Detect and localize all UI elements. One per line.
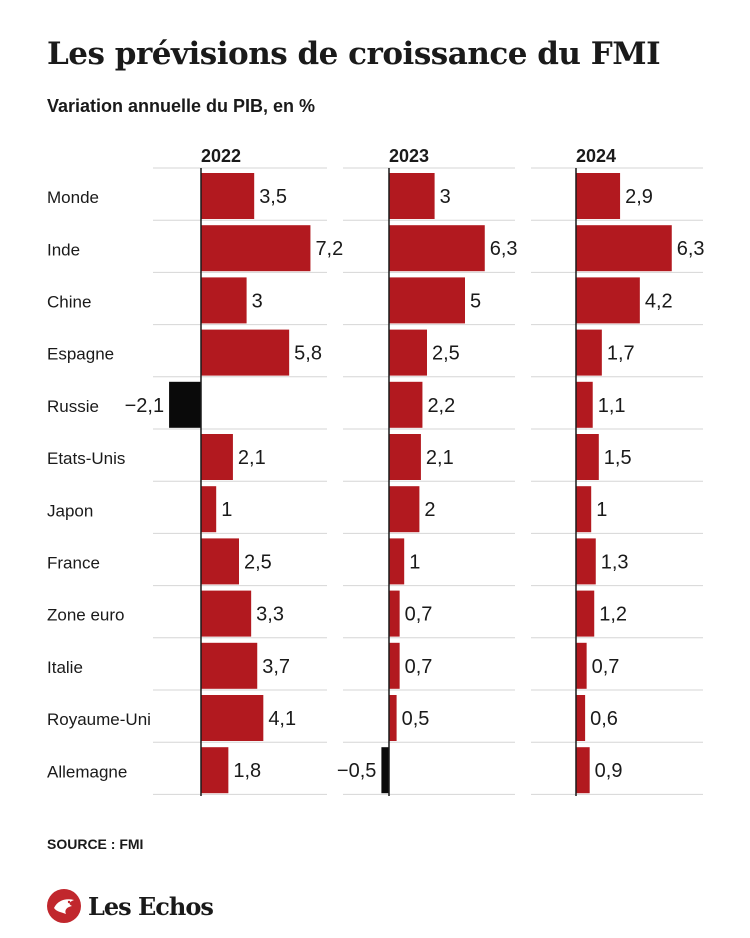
series-header: 2022 — [201, 146, 241, 166]
category-label: France — [47, 554, 100, 573]
chart-title: Les prévisions de croissance du FMI — [47, 36, 661, 72]
bar — [201, 486, 217, 533]
bar — [389, 329, 427, 376]
bar — [201, 590, 252, 637]
data-label: 0,5 — [402, 708, 430, 730]
data-label: 1,3 — [601, 551, 629, 573]
brand-logo: Les Echos — [46, 888, 214, 924]
bar — [201, 225, 311, 272]
bar — [576, 277, 640, 324]
bar — [389, 695, 397, 741]
data-label: 2,5 — [432, 343, 460, 365]
data-label: 6,3 — [677, 238, 705, 260]
bar — [389, 225, 485, 272]
data-label: 1,1 — [598, 395, 626, 417]
data-label: 5,8 — [294, 343, 322, 365]
series-header: 2023 — [389, 146, 429, 166]
category-label: Chine — [47, 293, 91, 312]
category-label: Japon — [47, 501, 93, 520]
brand-name: Les Echos — [88, 891, 214, 921]
bar — [201, 277, 247, 324]
data-label: 2,1 — [426, 447, 454, 469]
bar — [576, 434, 599, 480]
les-echos-logo-icon — [47, 889, 81, 923]
bar — [389, 434, 421, 480]
bar — [389, 642, 400, 689]
data-label: 1 — [409, 551, 420, 573]
category-label: Etats-Unis — [47, 449, 125, 468]
bar — [389, 590, 400, 637]
bar — [389, 486, 420, 533]
bar — [576, 329, 602, 376]
bar — [576, 590, 595, 637]
bar — [201, 747, 229, 794]
data-label: −0,5 — [337, 760, 376, 782]
bar — [576, 173, 621, 219]
data-label: 2,5 — [244, 551, 272, 573]
category-label: Allemagne — [47, 762, 127, 781]
bar — [201, 173, 255, 219]
bar — [576, 747, 590, 794]
data-label: 3,5 — [259, 186, 287, 208]
bar — [576, 381, 593, 428]
data-label: 2,1 — [238, 447, 266, 469]
data-label: 1 — [596, 499, 607, 521]
data-label: 0,7 — [405, 656, 433, 678]
bar — [389, 381, 423, 428]
data-label: 4,2 — [645, 290, 673, 312]
category-label: Inde — [47, 240, 80, 259]
data-label: 2,9 — [625, 186, 653, 208]
bar — [381, 747, 389, 794]
data-label: 0,7 — [405, 604, 433, 626]
bar — [201, 695, 264, 741]
data-label: 0,6 — [590, 708, 618, 730]
category-label: Russie — [47, 397, 99, 416]
data-label: 0,7 — [592, 656, 620, 678]
chart-subtitle: Variation annuelle du PIB, en % — [47, 96, 316, 116]
bar — [576, 486, 592, 533]
bar — [389, 173, 435, 219]
data-label: 3,7 — [262, 656, 290, 678]
data-label: −2,1 — [125, 395, 164, 417]
data-label: 3 — [252, 290, 263, 312]
data-label: 2 — [424, 499, 435, 521]
bar — [576, 695, 586, 741]
category-label: Espagne — [47, 345, 114, 364]
bar — [389, 538, 405, 585]
category-label: Royaume-Uni — [47, 710, 151, 729]
data-label: 1,8 — [233, 760, 261, 782]
data-label: 3 — [440, 186, 451, 208]
category-label: Italie — [47, 658, 83, 677]
bar — [576, 538, 596, 585]
data-label: 7,2 — [315, 238, 343, 260]
data-label: 5 — [470, 290, 481, 312]
category-label: Zone euro — [47, 606, 125, 625]
data-label: 3,3 — [256, 604, 284, 626]
series-header: 2024 — [576, 146, 616, 166]
bar — [201, 642, 258, 689]
source-note: SOURCE : FMI — [47, 836, 144, 852]
bar-chart: Monde Inde Chine Espagne Russie Etats-Unis Jap… — [47, 146, 705, 796]
bar — [201, 538, 239, 585]
data-label: 2,2 — [427, 395, 455, 417]
data-label: 1 — [221, 499, 232, 521]
bar — [201, 434, 233, 480]
data-label: 0,9 — [595, 760, 623, 782]
data-label: 4,1 — [268, 708, 296, 730]
bar — [201, 329, 290, 376]
bar — [169, 381, 201, 428]
bar — [389, 277, 465, 324]
data-label: 1,2 — [599, 604, 627, 626]
data-label: 6,3 — [490, 238, 518, 260]
data-label: 1,5 — [604, 447, 632, 469]
category-label: Monde — [47, 188, 99, 207]
bar — [576, 642, 587, 689]
data-label: 1,7 — [607, 343, 635, 365]
bar — [576, 225, 672, 272]
